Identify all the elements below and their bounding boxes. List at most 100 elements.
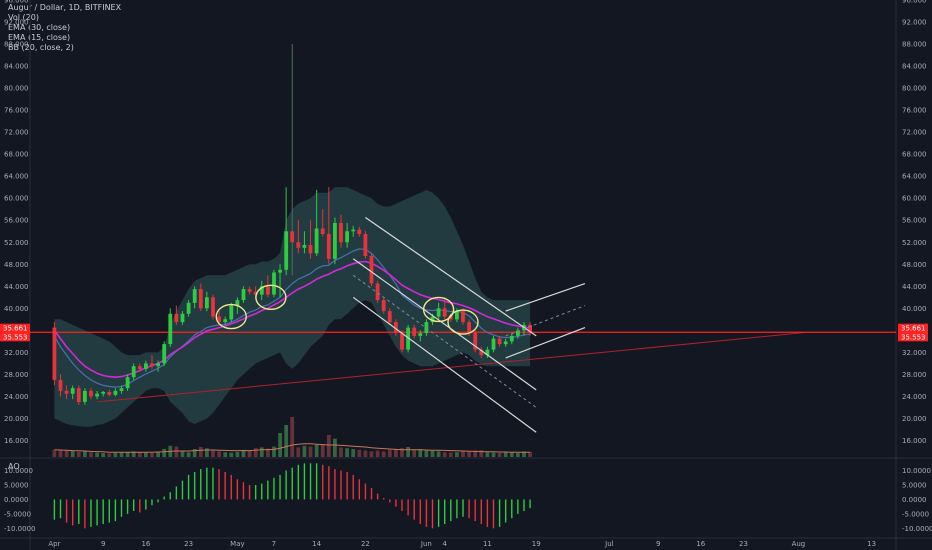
ao-tick-label-left: 0.0000 (4, 496, 29, 504)
candle (247, 289, 252, 292)
volume-bar (95, 452, 99, 457)
candle (150, 363, 154, 367)
candle (198, 289, 203, 309)
x-tick-label: 13 (867, 540, 876, 548)
y-tick-label-left: 64.000 (4, 173, 29, 181)
y-tick-label-right: 40.000 (902, 305, 927, 313)
volume-bar (528, 452, 532, 457)
volume-bar (241, 449, 246, 457)
candle (70, 388, 75, 394)
y-tick-label-left: 40.000 (4, 305, 29, 313)
legend-ema15[interactable]: EMA (15, close) (8, 33, 71, 42)
volume-bar (89, 452, 93, 457)
volume-bar (52, 449, 57, 457)
x-tick-label: 7 (272, 540, 276, 548)
legend-ema30[interactable]: EMA (30, close) (8, 23, 71, 32)
candle (235, 300, 240, 306)
legend-vol[interactable]: Vol (20) (8, 13, 39, 22)
candle (314, 228, 319, 254)
volume-bar (326, 435, 331, 457)
volume-bar (272, 446, 276, 457)
x-tick-label: Apr (48, 540, 60, 548)
candle (186, 302, 191, 314)
volume-bar (412, 449, 417, 457)
y-tick-label-left: 68.000 (4, 151, 29, 159)
y-tick-label-left: 52.000 (4, 239, 29, 247)
volume-bar (522, 451, 526, 457)
candle (387, 311, 392, 323)
volume-bar (418, 449, 423, 457)
candle (174, 313, 179, 323)
y-tick-label-right: 96.000 (902, 0, 927, 5)
y-tick-label-right: 64.000 (902, 173, 927, 181)
x-tick-label: 14 (312, 540, 321, 548)
volume-bar (131, 451, 136, 457)
highlight-ellipse (422, 296, 455, 323)
volume-bar (394, 449, 398, 457)
volume-bar (351, 449, 356, 457)
x-tick-label: 11 (483, 540, 492, 548)
channel-midline (352, 274, 537, 408)
x-tick-label: May (230, 540, 244, 548)
volume-bar (375, 450, 380, 457)
volume-bar (284, 425, 289, 457)
highlight-ellipse (255, 284, 287, 311)
y-tick-label-right: 76.000 (902, 107, 927, 115)
candle (461, 311, 465, 323)
candle (205, 297, 209, 309)
candle (217, 316, 221, 323)
ao-tick-label-left: 5.0000 (4, 482, 29, 490)
volume-bar (186, 452, 191, 457)
price-tag-bg (898, 332, 928, 342)
volume-bar (381, 451, 386, 457)
volume-bar (467, 451, 471, 457)
x-tick-label: Jun (420, 540, 432, 548)
volume-bar (64, 450, 69, 457)
candle (284, 231, 289, 270)
price-tag-bg (0, 332, 30, 342)
volume-bar (156, 451, 160, 457)
candle (64, 390, 69, 394)
candle (125, 377, 130, 389)
candle (308, 245, 313, 254)
x-tick-label: 19 (532, 540, 541, 548)
y-tick-label-left: 24.000 (4, 393, 29, 401)
y-tick-label-left: 56.000 (4, 217, 29, 225)
volume-bar (253, 448, 258, 457)
candle (503, 341, 508, 345)
y-tick-label-right: 88.000 (902, 41, 927, 49)
y-tick-label-left: 72.000 (4, 129, 29, 137)
volume-bar (485, 452, 490, 457)
y-tick-label-right: 20.000 (902, 415, 927, 423)
rising-channel-rail (505, 282, 586, 312)
volume-bar (211, 450, 215, 457)
channel-rail (365, 216, 537, 337)
volume-bar (345, 448, 349, 457)
volume-bar (461, 451, 465, 457)
candle (339, 223, 343, 243)
ao-legend[interactable]: AO (8, 462, 20, 471)
volume-bar (278, 433, 282, 457)
volume-bar (259, 447, 264, 457)
volume-bar (436, 451, 441, 457)
volume-bar (217, 451, 221, 457)
candle (259, 286, 264, 295)
volume-bar (235, 451, 240, 457)
candle (448, 316, 453, 320)
volume-bar (516, 453, 520, 457)
ao-series (53, 463, 531, 529)
candle (394, 322, 398, 334)
candle (192, 289, 197, 303)
candle (253, 291, 258, 295)
legend-bb[interactable]: BB (20, close, 2) (8, 43, 74, 52)
volume-bar (333, 438, 337, 457)
ao-tick-label-left: -5.0000 (4, 510, 31, 518)
volume-bar (58, 450, 63, 457)
volume-bar (473, 450, 478, 457)
volume-bar (192, 449, 197, 457)
y-tick-label-left: 32.000 (4, 349, 29, 357)
y-tick-label-left: 44.000 (4, 283, 29, 291)
candle (326, 234, 331, 259)
volume-ma-line (54, 443, 531, 453)
